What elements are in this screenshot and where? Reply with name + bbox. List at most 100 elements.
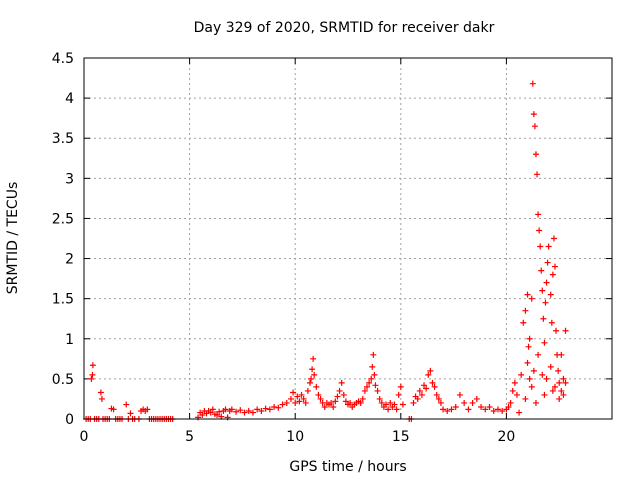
data-point [528,383,535,390]
y-tick-label: 3.5 [52,131,74,147]
data-point [505,403,512,410]
data-point [539,287,546,294]
data-point [473,395,480,402]
data-point [553,327,560,334]
data-point [558,387,565,394]
data-point [399,401,406,408]
data-point [421,382,428,389]
x-tick-label: 15 [392,429,410,445]
data-point [543,375,550,382]
data-point [372,382,379,389]
data-point [334,393,341,400]
data-point [541,391,548,398]
data-point [562,327,569,334]
data-point [214,411,221,418]
data-point [296,398,303,405]
data-point [452,403,459,410]
data-point [364,383,371,390]
data-point [524,291,531,298]
data-point [486,403,493,410]
data-point [562,379,569,386]
data-point [540,315,547,322]
data-point [290,389,297,396]
data-point [538,267,545,274]
data-point [254,406,261,413]
data-point [361,387,368,394]
data-point [340,391,347,398]
data-point [548,319,555,326]
data-point [429,379,436,386]
data-point [549,271,556,278]
data-point [332,398,339,405]
data-point [522,307,529,314]
x-tick-label: 10 [286,429,304,445]
data-point [437,399,444,406]
data-point [144,406,151,413]
data-point [338,379,345,386]
data-point [245,407,252,414]
data-point [435,395,442,402]
data-point [520,319,527,326]
data-point [522,395,529,402]
data-point [209,406,216,413]
data-point [88,375,95,382]
data-point [526,335,533,342]
data-point [530,111,537,118]
data-point [556,379,563,386]
data-point [560,391,567,398]
data-point [241,409,248,416]
data-point [383,401,390,408]
plot-frame [83,57,613,420]
data-point [507,399,514,406]
data-point [535,211,542,218]
data-point [456,391,463,398]
data-point [330,403,337,410]
axis-ticks: 0 0.5 1 1.5 2 2.5 3 3.5 4 4.5 0 5 10 15 20 [52,51,612,445]
data-point [518,371,525,378]
data-point [222,406,229,413]
y-tick-label: 2 [65,252,74,268]
data-point [98,395,105,402]
data-point [555,367,562,374]
data-point [423,385,430,392]
data-point [543,279,550,286]
data-point [448,406,455,413]
data-point [347,399,354,406]
data-point [513,391,520,398]
data-point [258,407,265,414]
data-point [310,355,317,362]
data-point [558,351,565,358]
data-point [216,408,223,415]
data-point [440,406,447,413]
data-point [262,405,269,412]
data-point [532,151,539,158]
data-point [342,398,349,405]
data-point [556,395,563,402]
data-point [391,401,398,408]
data-point [545,243,552,250]
data-point [207,409,214,416]
data-point [89,371,96,378]
data-point [228,406,235,413]
data-point [433,391,440,398]
data-point [469,399,476,406]
y-tick-label: 0.5 [52,372,74,388]
data-point [371,371,378,378]
data-point [309,366,316,373]
data-point [551,263,558,270]
data-point [516,409,523,416]
data-point [315,391,322,398]
data-point [387,399,394,406]
data-point [283,399,290,406]
data-point [385,406,392,413]
data-point [525,343,532,350]
data-point [110,406,117,413]
data-point [308,375,315,382]
y-tick-label: 3 [65,171,74,187]
data-point [531,123,538,130]
data-point [511,379,518,386]
data-point [271,403,278,410]
data-point [336,387,343,394]
data-point [368,375,375,382]
data-point [537,243,544,250]
